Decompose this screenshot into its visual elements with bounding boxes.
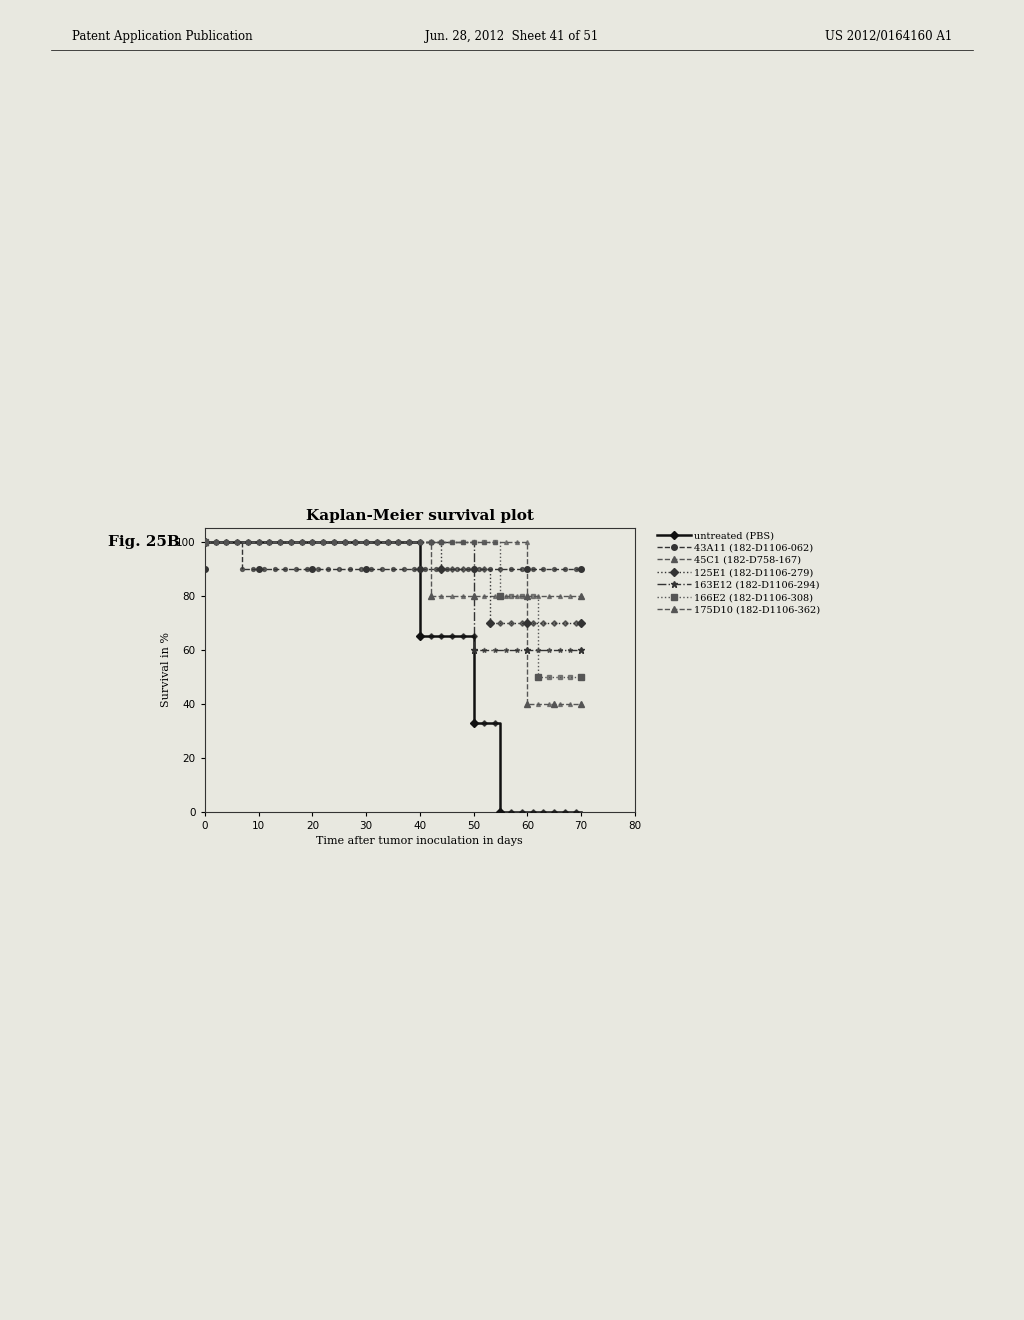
Text: US 2012/0164160 A1: US 2012/0164160 A1	[825, 30, 952, 44]
Y-axis label: Survival in %: Survival in %	[161, 632, 171, 708]
X-axis label: Time after tumor inoculation in days: Time after tumor inoculation in days	[316, 837, 523, 846]
Text: Fig. 25B: Fig. 25B	[108, 535, 179, 549]
Title: Kaplan-Meier survival plot: Kaplan-Meier survival plot	[306, 508, 534, 523]
Legend: untreated (PBS), 43A11 (182-D1106-062), 45C1 (182-D758-167), 125E1 (182-D1106-27: untreated (PBS), 43A11 (182-D1106-062), …	[652, 527, 824, 618]
Text: Patent Application Publication: Patent Application Publication	[72, 30, 252, 44]
Text: Jun. 28, 2012  Sheet 41 of 51: Jun. 28, 2012 Sheet 41 of 51	[425, 30, 599, 44]
